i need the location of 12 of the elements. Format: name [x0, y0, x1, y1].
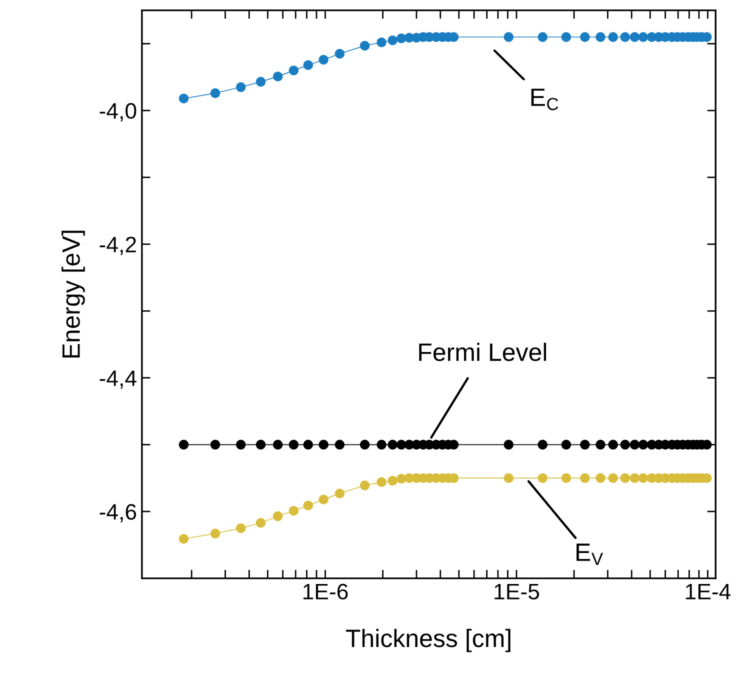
annotation: E$_{V}$	[576, 544, 604, 565]
x-tick-label: 1E-6	[303, 584, 348, 600]
y-tick-label: -4,6	[100, 504, 136, 522]
y-tick-label: -4,0	[100, 103, 136, 122]
y-tick-label: -4,4	[100, 370, 136, 389]
y-axis-title: Energy [eV]	[62, 230, 85, 358]
y-tick-label: -4,2	[100, 236, 136, 256]
x-axis-title: Thickness [cm]	[346, 628, 510, 652]
annotation: E$_{C}$	[531, 88, 558, 110]
x-tick-label: 1E-5	[494, 584, 540, 600]
annotation: Fermi Level	[419, 342, 546, 362]
x-tick-label: 1E-4	[686, 584, 731, 600]
